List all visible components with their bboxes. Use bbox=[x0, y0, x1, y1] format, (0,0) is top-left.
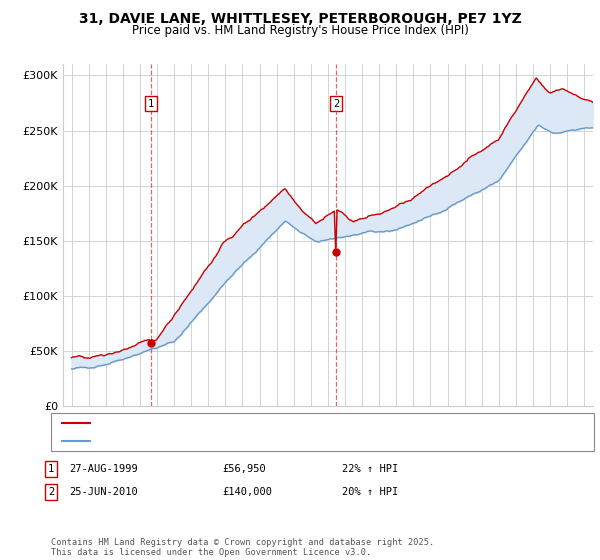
Text: 31, DAVIE LANE, WHITTLESEY, PETERBOROUGH, PE7 1YZ (semi-detached house): 31, DAVIE LANE, WHITTLESEY, PETERBOROUGH… bbox=[94, 418, 502, 427]
Text: £140,000: £140,000 bbox=[222, 487, 272, 497]
Text: Price paid vs. HM Land Registry's House Price Index (HPI): Price paid vs. HM Land Registry's House … bbox=[131, 24, 469, 36]
Text: 27-AUG-1999: 27-AUG-1999 bbox=[69, 464, 138, 474]
Text: 22% ↑ HPI: 22% ↑ HPI bbox=[342, 464, 398, 474]
Text: Contains HM Land Registry data © Crown copyright and database right 2025.
This d: Contains HM Land Registry data © Crown c… bbox=[51, 538, 434, 557]
Text: 1: 1 bbox=[148, 99, 154, 109]
Text: HPI: Average price, semi-detached house, Fenland: HPI: Average price, semi-detached house,… bbox=[94, 436, 370, 445]
Text: 2: 2 bbox=[333, 99, 339, 109]
Text: 25-JUN-2010: 25-JUN-2010 bbox=[69, 487, 138, 497]
Text: 1: 1 bbox=[48, 464, 54, 474]
Text: 2: 2 bbox=[48, 487, 54, 497]
Text: 20% ↑ HPI: 20% ↑ HPI bbox=[342, 487, 398, 497]
Text: £56,950: £56,950 bbox=[222, 464, 266, 474]
Text: 31, DAVIE LANE, WHITTLESEY, PETERBOROUGH, PE7 1YZ: 31, DAVIE LANE, WHITTLESEY, PETERBOROUGH… bbox=[79, 12, 521, 26]
